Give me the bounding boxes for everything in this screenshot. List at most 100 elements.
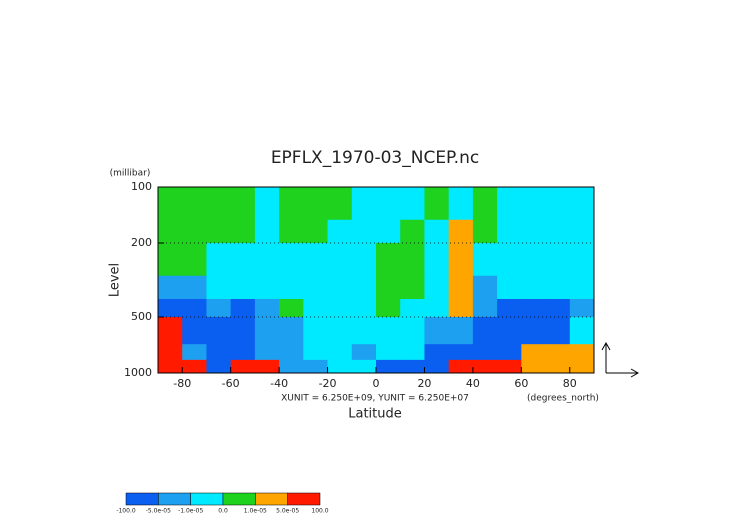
field-cell: [303, 275, 329, 300]
x-tick-label: 40: [466, 377, 480, 390]
field-cell: [254, 298, 280, 318]
field-cell: [206, 298, 232, 318]
field-cell: [424, 275, 450, 300]
field-cell: [158, 344, 183, 361]
field-cell: [497, 344, 522, 361]
x-tick-label: 80: [563, 377, 577, 390]
colorbar-label: 5.0e-05: [276, 508, 299, 515]
field-cell: [569, 344, 595, 361]
field-cell: [254, 317, 280, 345]
field-cell: [376, 344, 401, 361]
field-cell: [206, 344, 232, 361]
field-cell: [279, 275, 304, 300]
field-cell: [569, 242, 595, 277]
field-cell: [158, 359, 183, 374]
y-tick-label: 1000: [124, 366, 152, 379]
field-cell: [376, 317, 401, 345]
field-cell: [158, 317, 183, 345]
field-cell: [545, 219, 571, 244]
field-cell: [206, 359, 232, 374]
field-cell: [400, 317, 425, 345]
field-cell: [400, 219, 425, 244]
field-cell: [545, 298, 571, 318]
field-cell: [254, 275, 280, 300]
field-cell: [158, 298, 183, 318]
field-cell: [472, 317, 498, 345]
field-cell: [400, 187, 425, 221]
field-cell: [545, 187, 571, 221]
field-cell: [351, 317, 377, 345]
field-cell: [351, 187, 377, 221]
field-cell: [497, 219, 522, 244]
field-cell: [279, 359, 304, 374]
field-cell: [497, 275, 522, 300]
field-cell: [351, 275, 377, 300]
field-cell: [230, 298, 256, 318]
plot-frame: [157, 186, 595, 374]
field-cell: [327, 275, 353, 300]
field-cell: [351, 219, 377, 244]
field-cell: [521, 317, 547, 345]
field-cell: [351, 344, 377, 361]
field-cell: [448, 344, 474, 361]
field-cell: [206, 317, 232, 345]
field-cell: [254, 242, 280, 277]
field-cell: [279, 317, 304, 345]
field-cell: [158, 219, 183, 244]
x-tick-label: 60: [514, 377, 528, 390]
field-cell: [521, 187, 547, 221]
x-label: Latitude: [348, 407, 402, 422]
field-cell: [400, 298, 425, 318]
field-cell: [569, 275, 595, 300]
field-cell: [448, 298, 474, 318]
field-cell: [279, 298, 304, 318]
field-cell: [303, 242, 329, 277]
field-cell: [497, 317, 522, 345]
field-cell: [569, 187, 595, 221]
field-cell: [448, 317, 474, 345]
field-cell: [230, 242, 256, 277]
field-cell: [448, 242, 474, 277]
field-cell: [158, 275, 183, 300]
field-cell: [497, 242, 522, 277]
y-tick-label: 500: [131, 310, 152, 323]
colorbar-label: 0.0: [218, 508, 228, 515]
field-cell: [497, 298, 522, 318]
field-cell: [206, 275, 232, 300]
field-cell: [400, 359, 425, 374]
field-cell: [497, 359, 522, 374]
colorbar-label: -100.0: [116, 508, 136, 515]
colorbar-label: 1.0e-05: [244, 508, 267, 515]
x-tick-label: -60: [222, 377, 240, 390]
field-cell: [521, 359, 547, 374]
y-tick-label: 200: [131, 236, 152, 249]
field-cell: [521, 344, 547, 361]
field-cell: [448, 275, 474, 300]
field-cell: [327, 242, 353, 277]
field-cell: [472, 242, 498, 277]
field-cell: [376, 359, 401, 374]
field-cell: [351, 298, 377, 318]
field-cell: [400, 275, 425, 300]
colorbar-box: [190, 492, 224, 506]
field-cell: [424, 219, 450, 244]
field-cell: [376, 187, 401, 221]
field-cell: [569, 317, 595, 345]
field-cell: [206, 242, 232, 277]
field-cell: [376, 298, 401, 318]
field-cell: [182, 359, 207, 374]
field-cell: [545, 344, 571, 361]
field-cell: [279, 187, 304, 221]
field-cell: [230, 359, 256, 374]
field-cell: [206, 219, 232, 244]
x-tick-label: -80: [173, 377, 191, 390]
field-cell: [424, 298, 450, 318]
field-cell: [351, 242, 377, 277]
field-cell: [230, 344, 256, 361]
field-cell: [327, 344, 353, 361]
field-cell: [569, 298, 595, 318]
colorbar-box: [158, 492, 191, 506]
field-cell: [303, 219, 329, 244]
field-cell: [424, 359, 450, 374]
